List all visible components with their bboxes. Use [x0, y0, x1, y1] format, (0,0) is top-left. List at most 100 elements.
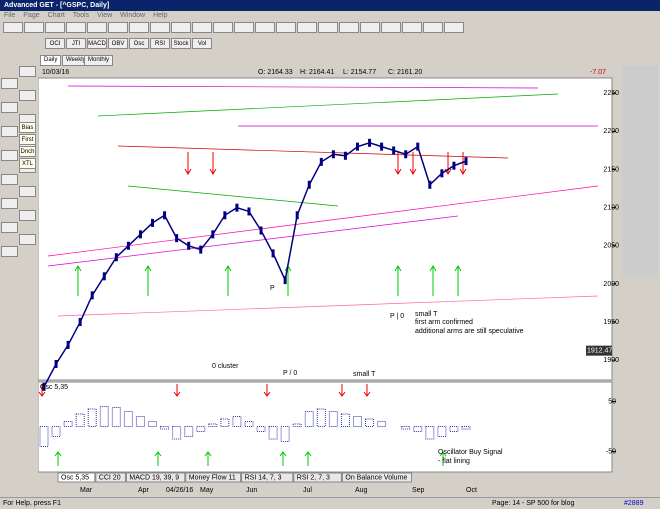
menu-item[interactable]: Window	[120, 12, 146, 19]
osc-bar	[377, 421, 387, 427]
tool-button[interactable]	[381, 22, 401, 33]
tool-button[interactable]: MACD	[87, 38, 107, 49]
tool-button[interactable]	[297, 22, 317, 33]
trend-line	[47, 185, 599, 257]
x-tick-label: Jul	[303, 487, 312, 494]
menu-item[interactable]: File	[4, 12, 16, 19]
tool-button[interactable]	[213, 22, 233, 33]
status-bar: For Help, press F1 Page: 14 - SP 500 for…	[0, 497, 660, 509]
tool-button[interactable]	[150, 22, 170, 33]
osc-bar	[196, 426, 206, 432]
tool-button[interactable]	[318, 22, 338, 33]
candle	[271, 249, 275, 258]
tool-button[interactable]	[66, 22, 86, 33]
y-tick-label: 2050	[603, 243, 619, 250]
menu-item[interactable]: Chart	[47, 12, 65, 19]
candle	[392, 146, 396, 155]
osc-bar	[437, 426, 447, 437]
menu-item[interactable]: Page	[23, 12, 40, 19]
tool-button[interactable]: Dnch	[19, 146, 36, 157]
tool-button[interactable]	[24, 22, 44, 33]
candle	[78, 318, 82, 327]
osc-bar	[292, 423, 302, 427]
candle	[295, 211, 299, 220]
candle	[211, 230, 215, 239]
tool-button[interactable]	[108, 22, 128, 33]
menu-item[interactable]: View	[97, 12, 113, 19]
tool-button[interactable]	[19, 90, 36, 101]
tool-button[interactable]	[1, 198, 18, 209]
tool-button[interactable]: OBV	[108, 38, 128, 49]
candle	[440, 169, 444, 178]
tool-button[interactable]	[1, 150, 18, 161]
tool-button[interactable]	[1, 102, 18, 113]
tool-button[interactable]	[402, 22, 422, 33]
tool-button[interactable]	[19, 210, 36, 221]
candle	[343, 151, 347, 160]
tool-button[interactable]	[19, 186, 36, 197]
candle	[355, 142, 359, 151]
tool-button[interactable]	[1, 174, 18, 185]
tool-button[interactable]: Stock	[171, 38, 191, 49]
osc-sell-arrow	[338, 384, 346, 397]
tool-button[interactable]	[423, 22, 443, 33]
candle	[452, 161, 456, 170]
tool-button[interactable]	[19, 234, 36, 245]
osc-bar	[280, 426, 290, 442]
tool-button[interactable]	[45, 22, 65, 33]
annotation: 0 cluster	[212, 363, 239, 370]
menu-item[interactable]: Help	[153, 12, 168, 19]
tool-button[interactable]	[1, 78, 18, 89]
tool-button[interactable]: Osc	[129, 38, 149, 49]
candle	[138, 230, 142, 239]
annotation: P | 0	[390, 313, 404, 320]
period-tab[interactable]: Daily	[40, 55, 62, 66]
period-tab[interactable]: Monthly	[84, 55, 114, 66]
buy-arrow	[394, 265, 402, 296]
tool-button[interactable]	[234, 22, 254, 33]
tool-button[interactable]	[1, 222, 18, 233]
tool-button[interactable]	[1, 126, 18, 137]
indicator-tab	[185, 472, 242, 483]
annotation: first arm confirmed	[415, 319, 473, 326]
candle	[307, 180, 311, 189]
tool-button[interactable]	[87, 22, 107, 33]
tool-button[interactable]	[129, 22, 149, 33]
osc-bar	[425, 426, 435, 440]
tool-button[interactable]	[339, 22, 359, 33]
tool-button[interactable]: OCI	[45, 38, 65, 49]
indicator-tab	[341, 472, 413, 483]
osc-buy-arrow	[279, 451, 287, 466]
tool-button[interactable]: Bias	[19, 122, 36, 133]
indicator-tab-label: MACD 19, 39, 9	[129, 474, 179, 481]
osc-annotation: - flat lining	[438, 458, 470, 465]
osc-panel	[38, 381, 613, 473]
tool-button[interactable]: JTI	[66, 38, 86, 49]
tool-button[interactable]	[19, 66, 36, 77]
annotation: P / 0	[283, 370, 297, 377]
osc-bar	[184, 426, 194, 437]
indicator-tab-label: Money Flow 11	[189, 474, 236, 481]
tool-button[interactable]: First	[19, 134, 36, 145]
tool-button[interactable]	[3, 22, 23, 33]
tool-button[interactable]: Vol	[192, 38, 212, 49]
y-tick-label: 2150	[603, 166, 619, 173]
tool-button[interactable]	[171, 22, 191, 33]
candle	[235, 203, 239, 212]
x-tick-label: Aug	[355, 487, 368, 494]
tool-button[interactable]	[192, 22, 212, 33]
tool-button[interactable]	[255, 22, 275, 33]
right-toolbar	[622, 66, 658, 276]
osc-title: Osc 5,35	[40, 384, 68, 391]
indicator-tab-label: On Balance Volume	[345, 474, 407, 481]
osc-bar	[413, 426, 423, 432]
candle	[319, 157, 323, 166]
tool-button[interactable]	[1, 246, 18, 257]
menu-item[interactable]: Tools	[72, 12, 90, 19]
tool-button[interactable]: RSI	[150, 38, 170, 49]
tool-button[interactable]	[360, 22, 380, 33]
tool-button[interactable]: XTL	[19, 158, 36, 169]
tool-button[interactable]	[444, 22, 464, 33]
osc-bar	[365, 418, 375, 427]
tool-button[interactable]	[276, 22, 296, 33]
